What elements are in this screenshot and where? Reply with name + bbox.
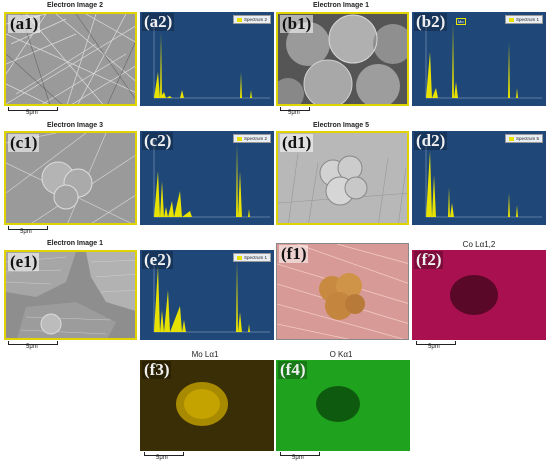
panel-label-a2: (a2) xyxy=(142,12,175,31)
scalebar-f2 xyxy=(416,341,456,345)
caption-f2: Co Lα1,2 xyxy=(462,240,496,249)
spectrum-plot-a2 xyxy=(153,20,270,99)
scale-text-f4: 5μm xyxy=(292,455,304,461)
panel-label-b1: (b1) xyxy=(280,14,314,33)
legend-c2: Spectrum 2 xyxy=(232,134,271,143)
legend-e2: Spectrum 1 xyxy=(232,253,271,262)
spectrum-plot-b2 xyxy=(425,20,542,99)
spectrum-b2: Spectrum 1 Mo (b2) xyxy=(412,12,546,106)
sem-image-a1: (a1) xyxy=(4,12,137,106)
co-map-f2: (f2) xyxy=(412,250,546,340)
caption-f4: O Kα1 xyxy=(329,350,353,359)
caption-e1: Electron Image 1 xyxy=(46,240,104,247)
sem-image-d1: (d1) xyxy=(276,131,409,225)
scale-text-e1: 5μm xyxy=(26,344,38,350)
caption-c1: Electron Image 3 xyxy=(46,122,104,129)
spectrum-plot-d2 xyxy=(425,139,542,218)
scale-text-b1: 5μm xyxy=(288,110,300,116)
legend-b2: Spectrum 1 xyxy=(504,15,543,24)
panel-label-e2: (e2) xyxy=(142,250,174,269)
panel-label-c2: (c2) xyxy=(142,131,174,150)
scalebar-b1 xyxy=(280,107,310,111)
spectrum-plot-e2 xyxy=(153,258,270,333)
scalebar-c1 xyxy=(8,226,48,230)
panel-label-a1: (a1) xyxy=(8,14,41,33)
sem-image-b1: (b1) xyxy=(276,12,409,106)
panel-label-e1: (e1) xyxy=(8,252,40,271)
caption-a1: Electron Image 2 xyxy=(46,2,104,9)
spectrum-a2: Spectrum 2 (a2) xyxy=(140,12,274,106)
o-map-texture xyxy=(276,360,410,451)
sem-image-e1: (e1) xyxy=(4,250,137,340)
sem-image-c1: (c1) xyxy=(4,131,137,225)
spectrum-plot-c2 xyxy=(153,139,270,218)
scale-text-f2: 5μm xyxy=(428,344,440,350)
scalebar-f4 xyxy=(280,452,320,456)
panel-label-f2: (f2) xyxy=(414,250,444,269)
panel-label-f3: (f3) xyxy=(142,360,172,379)
panel-label-f1: (f1) xyxy=(279,244,309,263)
caption-f3: Mo Lα1 xyxy=(191,350,219,359)
caption-d1: Electron Image 5 xyxy=(312,122,370,129)
legend-a2: Spectrum 2 xyxy=(232,15,271,24)
legend-d2: Spectrum 5 xyxy=(504,134,543,143)
scale-text-f3: 5μm xyxy=(156,455,168,461)
caption-b1: Electron Image 1 xyxy=(312,2,370,9)
spectrum-e2: Spectrum 1 (e2) xyxy=(140,250,274,340)
mo-map-f3: (f3) xyxy=(140,360,274,451)
panel-label-d1: (d1) xyxy=(280,133,314,152)
spectrum-c2: Spectrum 2 (c2) xyxy=(140,131,274,225)
scalebar-e1 xyxy=(8,341,58,345)
panel-label-d2: (d2) xyxy=(414,131,448,150)
eds-layered-image-f1: (f1) xyxy=(276,243,409,340)
panel-label-c1: (c1) xyxy=(8,133,40,152)
o-map-f4: (f4) xyxy=(276,360,410,451)
scale-text-c1: 5μm xyxy=(20,229,32,235)
scale-text-a1: 5μm xyxy=(26,110,38,116)
spectrum-d2: Spectrum 5 (d2) xyxy=(412,131,546,225)
scalebar-a1 xyxy=(8,107,58,111)
panel-label-f4: (f4) xyxy=(278,360,308,379)
co-map-texture xyxy=(412,250,546,340)
scalebar-f3 xyxy=(144,452,184,456)
panel-label-b2: (b2) xyxy=(414,12,448,31)
mo-map-texture xyxy=(140,360,274,451)
peak-label-b2: Mo xyxy=(456,18,466,25)
